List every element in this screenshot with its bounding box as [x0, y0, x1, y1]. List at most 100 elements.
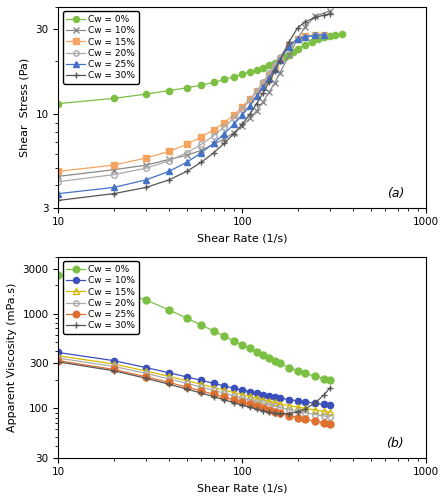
Cw = 30%	[184, 168, 190, 174]
Cw = 0%	[272, 358, 277, 364]
Cw = 10%	[247, 388, 252, 394]
Cw = 10%	[166, 156, 172, 162]
Cw = 20%	[56, 178, 61, 184]
Cw = 15%	[272, 400, 277, 406]
Cw = 25%	[254, 93, 260, 99]
Cw = 30%	[56, 198, 61, 203]
Cw = 30%	[247, 404, 252, 410]
Cw = 30%	[266, 409, 272, 415]
Cw = 10%	[222, 136, 227, 142]
Line: Cw = 15%: Cw = 15%	[55, 32, 327, 174]
Cw = 30%	[184, 386, 190, 392]
Cw = 10%	[254, 390, 260, 396]
Cw = 0%	[184, 85, 190, 91]
Cw = 0%	[254, 349, 260, 355]
Cw = 20%	[277, 404, 282, 410]
Cw = 20%	[277, 54, 282, 60]
Cw = 20%	[231, 116, 236, 121]
Cw = 25%	[166, 380, 172, 386]
Cw = 25%	[199, 150, 204, 156]
Cw = 20%	[302, 410, 308, 416]
Cw = 30%	[313, 400, 318, 406]
Cw = 30%	[277, 58, 282, 64]
Cw = 25%	[322, 32, 327, 38]
Cw = 30%	[272, 410, 277, 416]
Cw = 10%	[211, 142, 216, 148]
Cw = 0%	[332, 32, 338, 38]
Cw = 0%	[260, 352, 266, 358]
Cw = 20%	[247, 98, 252, 103]
Cw = 30%	[286, 39, 292, 45]
Cw = 15%	[222, 120, 227, 126]
Cw = 0%	[184, 315, 190, 321]
Cw = 0%	[240, 342, 245, 348]
Cw = 10%	[56, 350, 61, 356]
Cw = 25%	[260, 406, 266, 411]
Cw = 10%	[277, 70, 282, 76]
Cw = 30%	[222, 140, 227, 146]
Cw = 25%	[302, 416, 308, 422]
Cw = 30%	[247, 112, 252, 117]
Cw = 20%	[272, 404, 277, 409]
Cw = 20%	[199, 142, 204, 148]
Cw = 0%	[247, 346, 252, 352]
Cw = 20%	[272, 62, 277, 68]
Cw = 20%	[240, 106, 245, 112]
Cw = 30%	[143, 184, 149, 190]
Cw = 10%	[111, 358, 116, 364]
Cw = 15%	[56, 353, 61, 359]
Cw = 15%	[231, 112, 236, 118]
Cw = 30%	[272, 68, 277, 74]
Cw = 25%	[199, 388, 204, 394]
Cw = 15%	[286, 402, 292, 408]
Cw = 25%	[211, 392, 216, 398]
Cw = 0%	[339, 31, 345, 37]
Cw = 30%	[254, 406, 260, 412]
Cw = 0%	[322, 376, 327, 382]
Cw = 0%	[211, 328, 216, 334]
Cw = 20%	[184, 380, 190, 386]
Cw = 10%	[184, 374, 190, 380]
Cw = 15%	[322, 408, 327, 414]
Cw = 20%	[327, 414, 333, 420]
Cw = 15%	[166, 148, 172, 154]
Cw = 30%	[260, 90, 266, 96]
Cw = 30%	[143, 376, 149, 382]
Cw = 20%	[254, 88, 260, 94]
Cw = 20%	[295, 408, 300, 414]
Cw = 20%	[254, 398, 260, 404]
Cw = 10%	[199, 148, 204, 154]
Cw = 15%	[272, 64, 277, 70]
Cw = 0%	[266, 62, 272, 68]
Cw = 25%	[254, 404, 260, 409]
Cw = 10%	[56, 174, 61, 180]
Cw = 30%	[166, 177, 172, 183]
Cw = 0%	[254, 66, 260, 72]
Cw = 10%	[266, 90, 272, 96]
Cw = 15%	[111, 361, 116, 367]
Cw = 10%	[286, 52, 292, 58]
Cw = 0%	[111, 96, 116, 102]
Cw = 10%	[327, 402, 333, 408]
Cw = 0%	[240, 71, 245, 77]
Cw = 25%	[166, 168, 172, 174]
Cw = 0%	[282, 54, 287, 60]
Cw = 20%	[222, 390, 227, 396]
Cw = 0%	[166, 307, 172, 313]
Cw = 25%	[272, 409, 277, 415]
Cw = 30%	[222, 397, 227, 403]
Legend: Cw = 0%, Cw = 10%, Cw = 15%, Cw = 20%, Cw = 25%, Cw = 30%: Cw = 0%, Cw = 10%, Cw = 15%, Cw = 20%, C…	[63, 262, 139, 334]
Cw = 0%	[302, 370, 308, 376]
Cw = 10%	[240, 123, 245, 129]
Cw = 10%	[313, 13, 318, 19]
Cw = 10%	[143, 364, 149, 370]
Cw = 20%	[260, 400, 266, 406]
Cw = 25%	[260, 84, 266, 89]
Cw = 10%	[272, 394, 277, 400]
Cw = 30%	[211, 394, 216, 400]
Cw = 30%	[327, 385, 333, 391]
Cw = 15%	[199, 134, 204, 140]
Cw = 0%	[310, 38, 315, 44]
Cw = 15%	[295, 404, 300, 410]
Cw = 0%	[277, 57, 282, 63]
